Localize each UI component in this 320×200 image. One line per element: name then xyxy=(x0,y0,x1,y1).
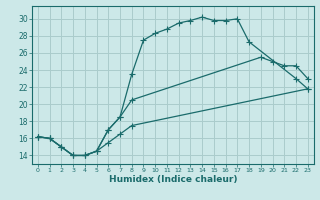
X-axis label: Humidex (Indice chaleur): Humidex (Indice chaleur) xyxy=(108,175,237,184)
